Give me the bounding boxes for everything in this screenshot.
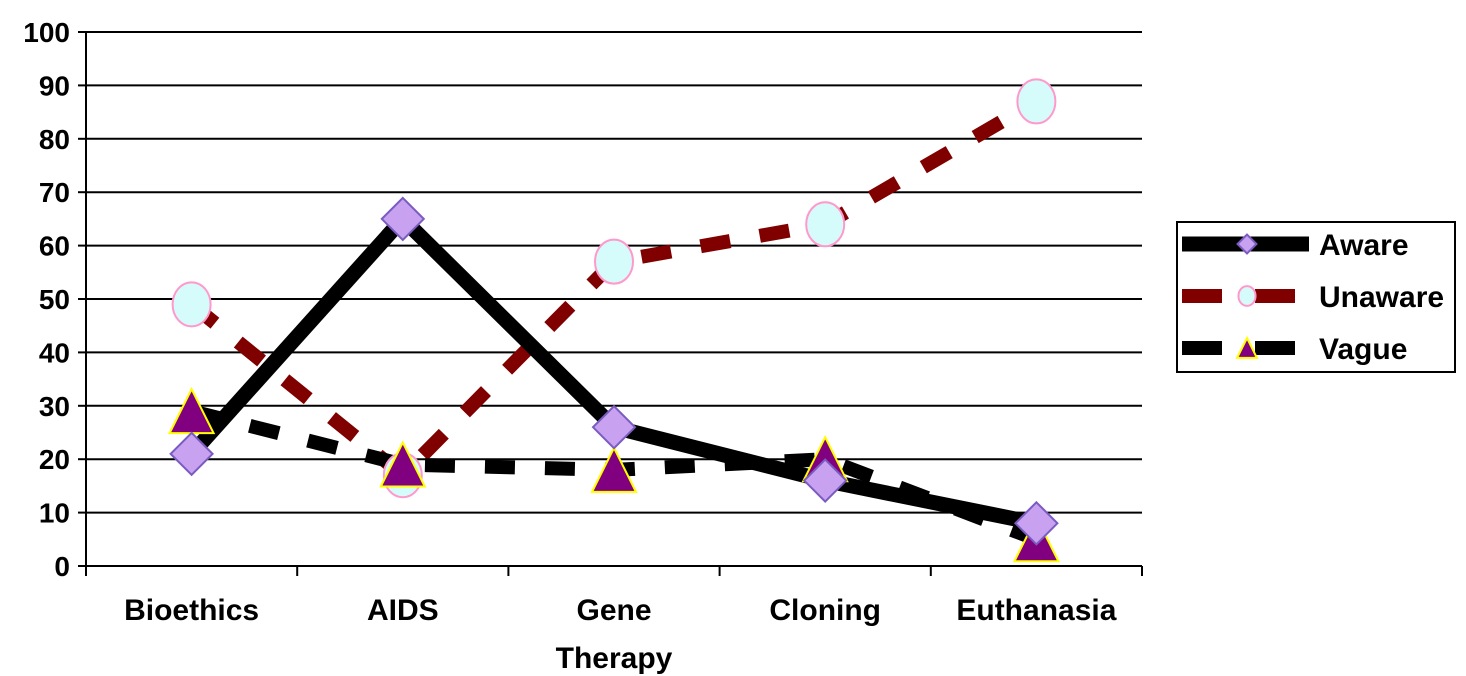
y-tick-label: 100: [23, 17, 70, 48]
x-category-label: Euthanasia: [956, 594, 1116, 627]
diamond-marker: [380, 196, 426, 242]
series-layer: [167, 78, 1061, 563]
circle-marker: [1237, 285, 1257, 307]
diamond-marker: [1236, 233, 1258, 255]
y-tick-label: 90: [39, 70, 70, 101]
y-tick-label: 70: [39, 177, 70, 208]
y-tick-label: 0: [54, 551, 70, 582]
legend-label-vague: Vague: [1319, 333, 1407, 366]
x-axis-category-labels: Bioethics AIDS Gene Therapy Cloning Euthanasi…: [124, 594, 1117, 675]
series-line-unaware: [187, 95, 1040, 483]
circle-marker: [594, 238, 634, 285]
triangle-marker: [379, 440, 427, 488]
legend: Aware Unaware Vague: [1176, 221, 1456, 373]
diamond-marker: [802, 458, 848, 503]
legend-label-aware: Aware: [1319, 229, 1409, 262]
y-axis-tick-labels: 0 10 20 30 40 50 60 70 80 90 100: [23, 17, 70, 582]
triangle-marker: [590, 445, 638, 493]
axes: [78, 31, 1143, 576]
diamond-marker: [591, 404, 637, 450]
x-category-label: Gene Therapy: [556, 594, 673, 675]
y-tick-label: 40: [39, 337, 70, 368]
y-tick-label: 50: [39, 284, 70, 315]
y-tick-label: 80: [39, 124, 70, 155]
triangle-marker: [1235, 335, 1259, 359]
y-tick-label: 10: [39, 498, 70, 529]
legend-label-unaware: Unaware: [1319, 281, 1444, 314]
x-category-label: Bioethics: [124, 594, 259, 627]
y-tick-label: 30: [39, 391, 70, 422]
diamond-marker: [169, 431, 215, 477]
circle-marker: [805, 201, 846, 248]
circle-marker: [171, 281, 212, 328]
x-category-label: Cloning: [769, 594, 881, 627]
x-category-label: AIDS: [367, 594, 439, 627]
diamond-marker: [1013, 500, 1059, 546]
circle-marker: [1016, 78, 1057, 125]
y-tick-label: 60: [39, 231, 70, 262]
y-tick-label: 20: [39, 444, 70, 475]
